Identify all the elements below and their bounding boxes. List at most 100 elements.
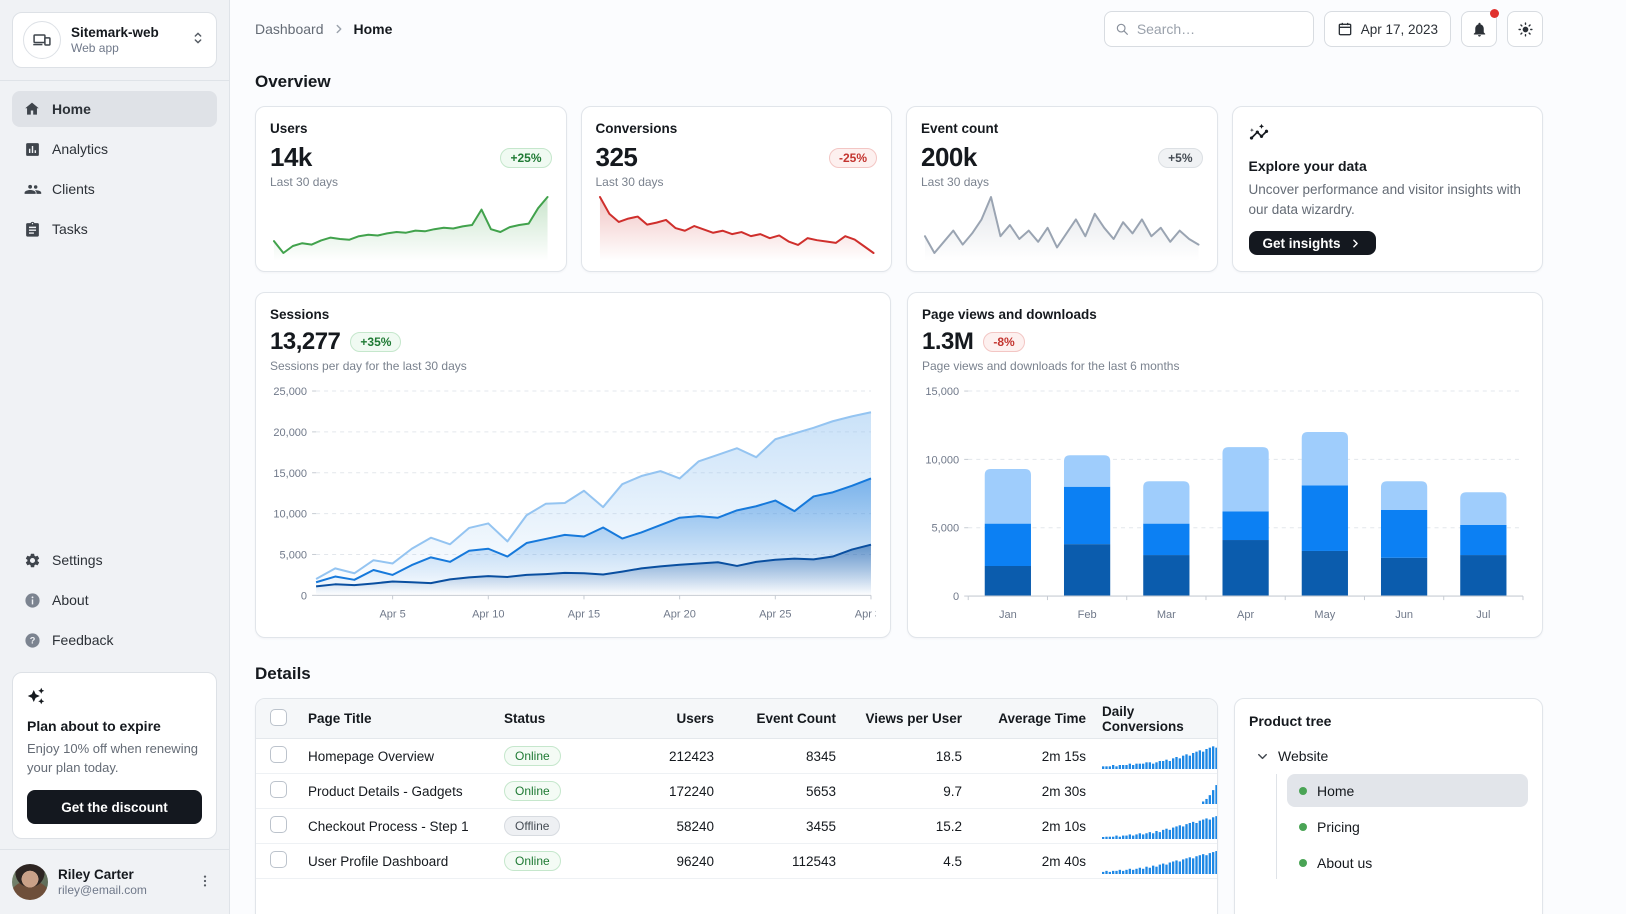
sidebar-item-tasks[interactable]: Tasks xyxy=(12,211,217,247)
col-status: Status xyxy=(504,711,546,726)
row-checkbox[interactable] xyxy=(270,746,287,763)
breadcrumb-dashboard[interactable]: Dashboard xyxy=(255,21,324,37)
people-icon xyxy=(22,179,42,199)
svg-text:Feb: Feb xyxy=(1078,609,1097,621)
svg-text:5,000: 5,000 xyxy=(932,523,960,535)
breadcrumb: Dashboard Home xyxy=(255,21,392,37)
col-users: Users xyxy=(676,711,714,726)
date-picker-button[interactable]: Apr 17, 2023 xyxy=(1323,11,1451,47)
trend-chip: -25% xyxy=(828,147,877,168)
get-discount-button[interactable]: Get the discount xyxy=(27,790,202,824)
stat-caption: Last 30 days xyxy=(595,175,664,189)
trend-chip: +5% xyxy=(1158,147,1203,168)
users-sparkline xyxy=(270,189,552,263)
svg-text:May: May xyxy=(1314,609,1335,621)
user-row: Riley Carter riley@email.com xyxy=(0,849,229,914)
svg-text:Mar: Mar xyxy=(1157,609,1176,621)
details-table: Page Title Status Users Event Count View… xyxy=(255,698,1218,914)
explore-data-card: Explore your data Uncover performance an… xyxy=(1231,106,1543,272)
cell-users: 96240 xyxy=(676,853,714,869)
sidebar-item-analytics[interactable]: Analytics xyxy=(12,131,217,167)
gear-icon xyxy=(22,550,42,570)
pageviews-caption: Page views and downloads for the last 6 … xyxy=(922,359,1180,373)
svg-text:Jan: Jan xyxy=(999,609,1017,621)
sidebar-item-clients[interactable]: Clients xyxy=(12,171,217,207)
row-checkbox[interactable] xyxy=(270,781,287,798)
cell-page-title: User Profile Dashboard xyxy=(308,853,449,869)
sidebar-item-home[interactable]: Home xyxy=(12,91,217,127)
help-icon: ? xyxy=(22,630,42,650)
tree-item-home[interactable]: Home xyxy=(1287,774,1528,807)
stat-card-users: Users 14k +25% Last 30 days xyxy=(255,106,567,272)
daily-conversions-sparkline xyxy=(1094,848,1217,874)
svg-text:Jun: Jun xyxy=(1395,609,1413,621)
cell-views-per-user: 18.5 xyxy=(935,748,962,764)
search-icon xyxy=(1116,23,1128,35)
overview-title: Overview xyxy=(255,72,331,91)
cell-views-per-user: 9.7 xyxy=(943,783,962,799)
cell-event-count: 5653 xyxy=(805,783,836,799)
plan-expire-card: Plan about to expire Enjoy 10% off when … xyxy=(12,672,217,839)
get-insights-button[interactable]: Get insights xyxy=(1248,231,1376,255)
cell-event-count: 3455 xyxy=(805,818,836,834)
sidebar-item-about[interactable]: About xyxy=(12,582,217,618)
sidebar-item-feedback[interactable]: ? Feedback xyxy=(12,622,217,658)
row-checkbox[interactable] xyxy=(270,816,287,833)
theme-toggle-button[interactable] xyxy=(1507,11,1543,47)
get-insights-label: Get insights xyxy=(1262,235,1341,251)
svg-text:10,000: 10,000 xyxy=(273,509,307,521)
pageviews-value: 1.3M xyxy=(922,328,974,355)
daily-conversions-sparkline xyxy=(1094,778,1217,804)
sparkle-icon xyxy=(27,687,202,710)
tree-item-about-us[interactable]: About us xyxy=(1287,846,1528,879)
svg-text:Apr 30: Apr 30 xyxy=(855,608,876,620)
status-badge: Offline xyxy=(504,816,561,836)
tree-node-label: Website xyxy=(1278,748,1329,764)
trend-chip: +25% xyxy=(500,147,552,168)
sidebar-item-settings[interactable]: Settings xyxy=(12,542,217,578)
svg-text:Apr 20: Apr 20 xyxy=(663,608,695,620)
pageviews-chip: -8% xyxy=(983,332,1025,352)
product-tree-card: Product tree Website Home Pricing xyxy=(1234,698,1543,914)
search-input[interactable] xyxy=(1136,21,1303,37)
details-title: Details xyxy=(255,664,311,683)
svg-text:15,000: 15,000 xyxy=(273,468,307,480)
cell-views-per-user: 4.5 xyxy=(943,853,962,869)
sessions-chip: +35% xyxy=(350,332,402,352)
stat-value: 325 xyxy=(595,142,638,172)
svg-text:0: 0 xyxy=(953,591,959,603)
svg-text:Jul: Jul xyxy=(1476,609,1490,621)
cell-average-time: 2m 40s xyxy=(1041,853,1086,869)
stat-value: 14k xyxy=(270,142,312,172)
date-label: Apr 17, 2023 xyxy=(1360,21,1438,37)
select-all-checkbox[interactable] xyxy=(270,708,287,726)
pageviews-bar-chart: 0 5,000 10,000 15,000 Jan Feb Mar Apr May Jun Jul xyxy=(925,386,1524,621)
insights-icon xyxy=(1249,123,1269,148)
calendar-icon xyxy=(1338,22,1352,36)
status-badge: Online xyxy=(504,851,561,871)
stat-card-conversions: Conversions 325 -25% Last 30 days xyxy=(580,106,892,272)
user-name: Riley Carter xyxy=(58,867,134,882)
svg-text:15,000: 15,000 xyxy=(925,386,959,398)
svg-text:Apr 5: Apr 5 xyxy=(379,608,405,620)
user-menu-button[interactable] xyxy=(193,869,217,896)
notifications-button[interactable] xyxy=(1461,9,1499,47)
col-views-per-user: Views per User xyxy=(865,711,962,726)
svg-text:Apr: Apr xyxy=(1237,609,1255,621)
home-icon xyxy=(22,99,42,119)
cell-page-title: Product Details - Gadgets xyxy=(308,783,463,799)
cell-page-title: Homepage Overview xyxy=(308,748,435,764)
more-vert-icon xyxy=(203,875,207,886)
row-checkbox[interactable] xyxy=(270,851,287,868)
stat-value: 200k xyxy=(921,142,977,172)
tree-item-pricing[interactable]: Pricing xyxy=(1287,810,1528,843)
sessions-area-chart: 0 5,000 10,000 15,000 20,000 25,000 Apr 5 Apr 1… xyxy=(273,386,876,620)
sidebar-item-label: Settings xyxy=(52,552,103,569)
col-average-time: Average Time xyxy=(998,711,1086,726)
workspace-type: Web app xyxy=(71,41,119,55)
tree-node-website[interactable]: Website xyxy=(1249,741,1528,771)
secondary-nav: Settings About ? Feedback xyxy=(0,532,229,662)
workspace-select[interactable]: Sitemark-web Web app xyxy=(12,12,217,68)
table-row: Homepage Overview Online 212423 8345 18.… xyxy=(256,739,1217,774)
svg-text:10,000: 10,000 xyxy=(925,454,959,466)
